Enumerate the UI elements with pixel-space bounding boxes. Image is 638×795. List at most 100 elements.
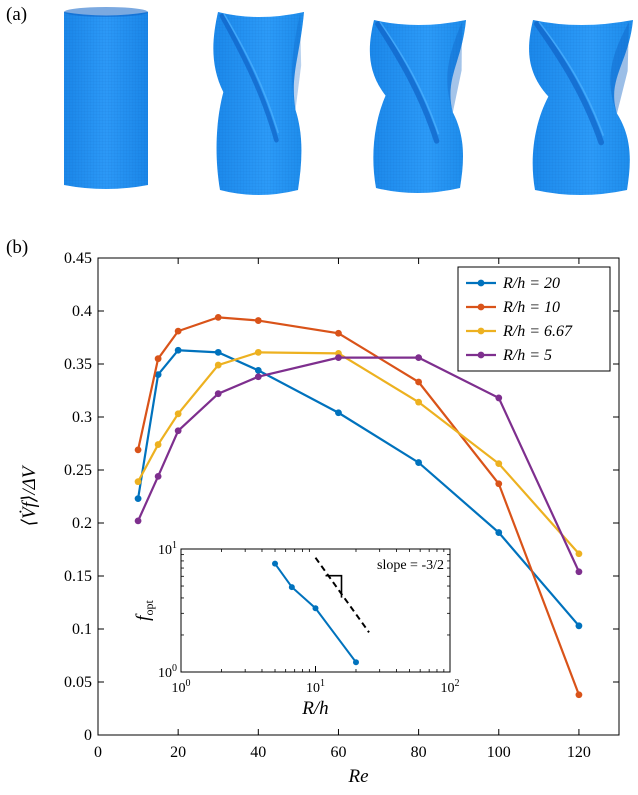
data-point — [134, 446, 142, 454]
data-point — [134, 495, 142, 503]
data-point — [415, 354, 423, 362]
inset-data-point — [312, 605, 319, 612]
data-point — [415, 398, 423, 406]
twist-highlight — [223, 13, 279, 134]
data-point — [415, 459, 423, 466]
inset-y-axis-subscript: opt — [142, 600, 156, 616]
series-line — [137, 356, 580, 573]
legend-label: R/h = 20 — [502, 275, 560, 292]
twist-shadow — [610, 22, 629, 114]
data-point — [254, 317, 262, 324]
inset-series — [272, 560, 359, 666]
twisted-mesh — [369, 20, 466, 193]
twist-crease — [375, 21, 440, 144]
data-point — [154, 371, 162, 378]
legend-marker — [477, 303, 485, 311]
y-tick-label: 0.2 — [72, 515, 92, 532]
data-point — [154, 441, 162, 448]
x-tick-label: 40 — [250, 744, 266, 761]
inset-x-tick-exponent: 1 — [320, 678, 325, 689]
inset-data-point — [288, 584, 295, 591]
data-point — [415, 378, 423, 386]
y-tick-label: 0.35 — [64, 356, 92, 373]
data-point — [214, 348, 222, 356]
twist-shadow — [447, 22, 462, 113]
slope-triangle — [325, 574, 343, 598]
twist-highlight — [379, 21, 440, 135]
data-point — [134, 517, 142, 525]
twist-highlight — [538, 21, 605, 136]
data-point — [495, 480, 503, 488]
main-chart: 0 20 40 60 80 100 12000.050.10.150.20.250.30.3… — [18, 250, 620, 787]
legend-marker — [477, 351, 485, 359]
data-point — [575, 691, 583, 699]
y-tick-label: 0.4 — [72, 303, 92, 320]
data-point — [495, 460, 503, 468]
inset-y-tick-label: 100 — [158, 663, 177, 681]
y-tick-label: 0.05 — [64, 674, 92, 691]
cylinder-mesh — [64, 12, 148, 189]
data-point — [254, 366, 262, 374]
inset-y-tick-exponent: 1 — [172, 540, 177, 551]
y-tick-label: 0.15 — [64, 568, 92, 585]
x-axis-label: Re — [347, 766, 368, 787]
twisted-cylinder-3 — [529, 20, 633, 195]
y-tick-label: 0.25 — [64, 462, 92, 479]
inset-y-tick-exponent: 0 — [172, 663, 177, 674]
plot-frame — [97, 257, 620, 736]
data-point — [154, 472, 162, 480]
inset-data-point — [352, 659, 359, 666]
x-tick-label: 0 — [94, 744, 102, 761]
y-tick-label: 0.1 — [72, 621, 92, 638]
inset-data-point — [272, 560, 279, 567]
series-r-h-5 — [134, 354, 583, 576]
slope-annotation: slope = -3/2 — [377, 558, 444, 573]
inset-series-line — [274, 563, 357, 663]
data-point — [214, 390, 222, 398]
panel-a-label: (a) — [6, 4, 28, 25]
data-point — [575, 550, 583, 558]
twist-crease — [534, 21, 605, 146]
x-tick-label: 80 — [411, 744, 427, 761]
x-tick-label: 100 — [487, 744, 511, 761]
y-tick-label: 0.3 — [72, 409, 92, 426]
data-point — [174, 327, 182, 335]
inset-x-tick-label: 101 — [306, 678, 325, 696]
data-point — [575, 568, 583, 576]
data-point — [174, 346, 182, 354]
legend-item: R/h = 10 — [466, 299, 560, 316]
inset-y-axis-label: fopt — [133, 600, 156, 621]
legend: R/h = 20 R/h = 10 R/h = 6.67 R/h = 5 — [457, 266, 611, 372]
twist-crease — [219, 13, 279, 143]
y-axis-label: ⟨V̇f⟩/ΔV — [18, 464, 40, 526]
data-point — [134, 478, 142, 486]
inset-x-axis-label: R/h — [301, 698, 328, 719]
data-point — [214, 361, 222, 369]
legend-label: R/h = 6.67 — [502, 323, 573, 340]
data-point — [335, 354, 342, 362]
data-point — [174, 427, 182, 435]
data-point — [575, 622, 583, 630]
data-point — [154, 355, 162, 363]
legend-item: R/h = 6.67 — [466, 323, 573, 340]
y-tick-label: 0 — [84, 727, 92, 744]
legend-label: R/h = 10 — [502, 299, 560, 316]
data-point — [495, 529, 503, 536]
x-tick-label: 120 — [567, 744, 591, 761]
inset-x-tick-exponent: 2 — [455, 678, 460, 689]
legend-label: R/h = 5 — [502, 347, 552, 364]
twisted-mesh — [213, 12, 304, 195]
legend-marker — [477, 327, 485, 335]
twisted-cylinder-1 — [213, 12, 304, 195]
panel-a-cylinders — [64, 7, 633, 195]
data-point — [495, 394, 503, 402]
x-tick-label: 20 — [170, 744, 186, 761]
inset-x-tick-label: 102 — [441, 678, 460, 696]
legend-item: R/h = 20 — [466, 275, 560, 292]
twisted-mesh — [529, 20, 633, 195]
data-point — [254, 348, 262, 356]
inset-y-tick-label: 101 — [158, 540, 177, 558]
panel-b-label: (b) — [6, 237, 29, 258]
legend-marker — [477, 279, 485, 287]
